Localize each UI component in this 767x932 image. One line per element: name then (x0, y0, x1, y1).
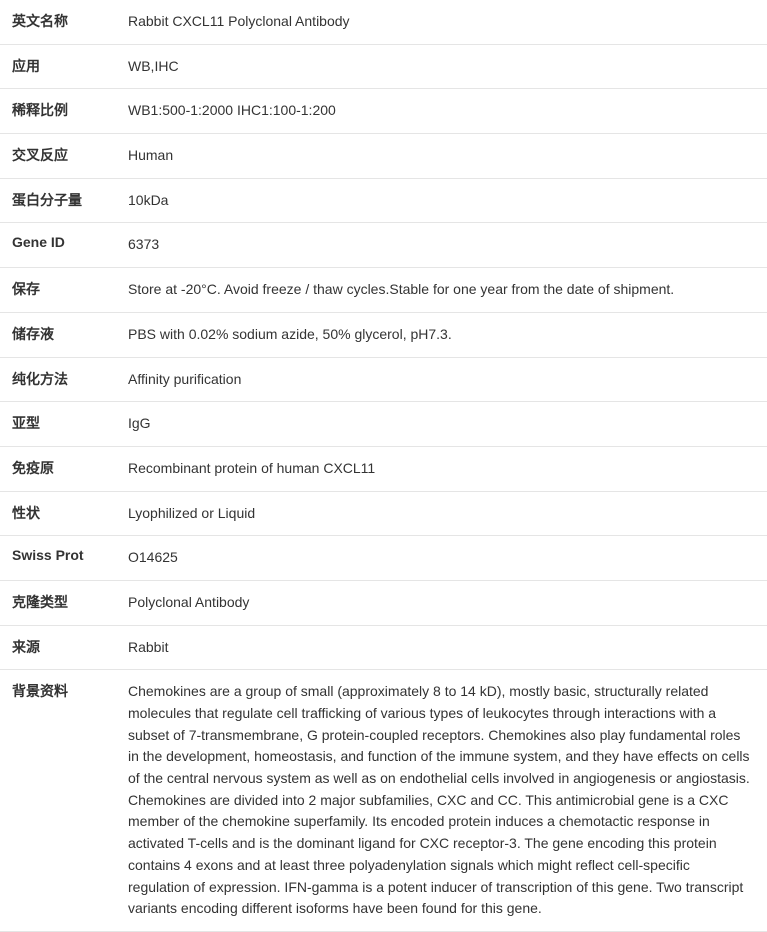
row-label: 交叉反应 (0, 134, 120, 179)
table-row: 纯化方法 Affinity purification (0, 357, 767, 402)
table-row: 背景资料 Chemokines are a group of small (ap… (0, 670, 767, 932)
row-label: 稀释比例 (0, 89, 120, 134)
row-value: Chemokines are a group of small (approxi… (120, 670, 767, 932)
row-value: Affinity purification (120, 357, 767, 402)
table-row: 克隆类型 Polyclonal Antibody (0, 580, 767, 625)
row-label: 蛋白分子量 (0, 178, 120, 223)
row-value: Recombinant protein of human CXCL11 (120, 446, 767, 491)
row-value: Lyophilized or Liquid (120, 491, 767, 536)
row-value: 10kDa (120, 178, 767, 223)
row-value: Human (120, 134, 767, 179)
row-label: 性状 (0, 491, 120, 536)
row-value: WB1:500-1:2000 IHC1:100-1:200 (120, 89, 767, 134)
row-label: 应用 (0, 44, 120, 89)
row-label: 英文名称 (0, 0, 120, 44)
row-label: 来源 (0, 625, 120, 670)
row-value: IgG (120, 402, 767, 447)
row-label: 储存液 (0, 312, 120, 357)
table-row: 亚型 IgG (0, 402, 767, 447)
spec-table: 英文名称 Rabbit CXCL11 Polyclonal Antibody 应… (0, 0, 767, 932)
table-row: 英文名称 Rabbit CXCL11 Polyclonal Antibody (0, 0, 767, 44)
row-value: PBS with 0.02% sodium azide, 50% glycero… (120, 312, 767, 357)
row-value: Rabbit (120, 625, 767, 670)
row-value: Store at -20°C. Avoid freeze / thaw cycl… (120, 268, 767, 313)
row-label: Swiss Prot (0, 536, 120, 581)
row-label: 背景资料 (0, 670, 120, 932)
table-row: 蛋白分子量 10kDa (0, 178, 767, 223)
row-value: O14625 (120, 536, 767, 581)
spec-table-body: 英文名称 Rabbit CXCL11 Polyclonal Antibody 应… (0, 0, 767, 931)
row-label: 克隆类型 (0, 580, 120, 625)
row-label: 保存 (0, 268, 120, 313)
row-label: 免疫原 (0, 446, 120, 491)
table-row: 应用 WB,IHC (0, 44, 767, 89)
row-label: Gene ID (0, 223, 120, 268)
table-row: 免疫原 Recombinant protein of human CXCL11 (0, 446, 767, 491)
row-value: Rabbit CXCL11 Polyclonal Antibody (120, 0, 767, 44)
table-row: 保存 Store at -20°C. Avoid freeze / thaw c… (0, 268, 767, 313)
row-label: 亚型 (0, 402, 120, 447)
row-value: 6373 (120, 223, 767, 268)
row-value: Polyclonal Antibody (120, 580, 767, 625)
table-row: 性状 Lyophilized or Liquid (0, 491, 767, 536)
table-row: Swiss Prot O14625 (0, 536, 767, 581)
row-label: 纯化方法 (0, 357, 120, 402)
table-row: 交叉反应 Human (0, 134, 767, 179)
table-row: 来源 Rabbit (0, 625, 767, 670)
table-row: 稀释比例 WB1:500-1:2000 IHC1:100-1:200 (0, 89, 767, 134)
row-value: WB,IHC (120, 44, 767, 89)
table-row: 储存液 PBS with 0.02% sodium azide, 50% gly… (0, 312, 767, 357)
table-row: Gene ID 6373 (0, 223, 767, 268)
